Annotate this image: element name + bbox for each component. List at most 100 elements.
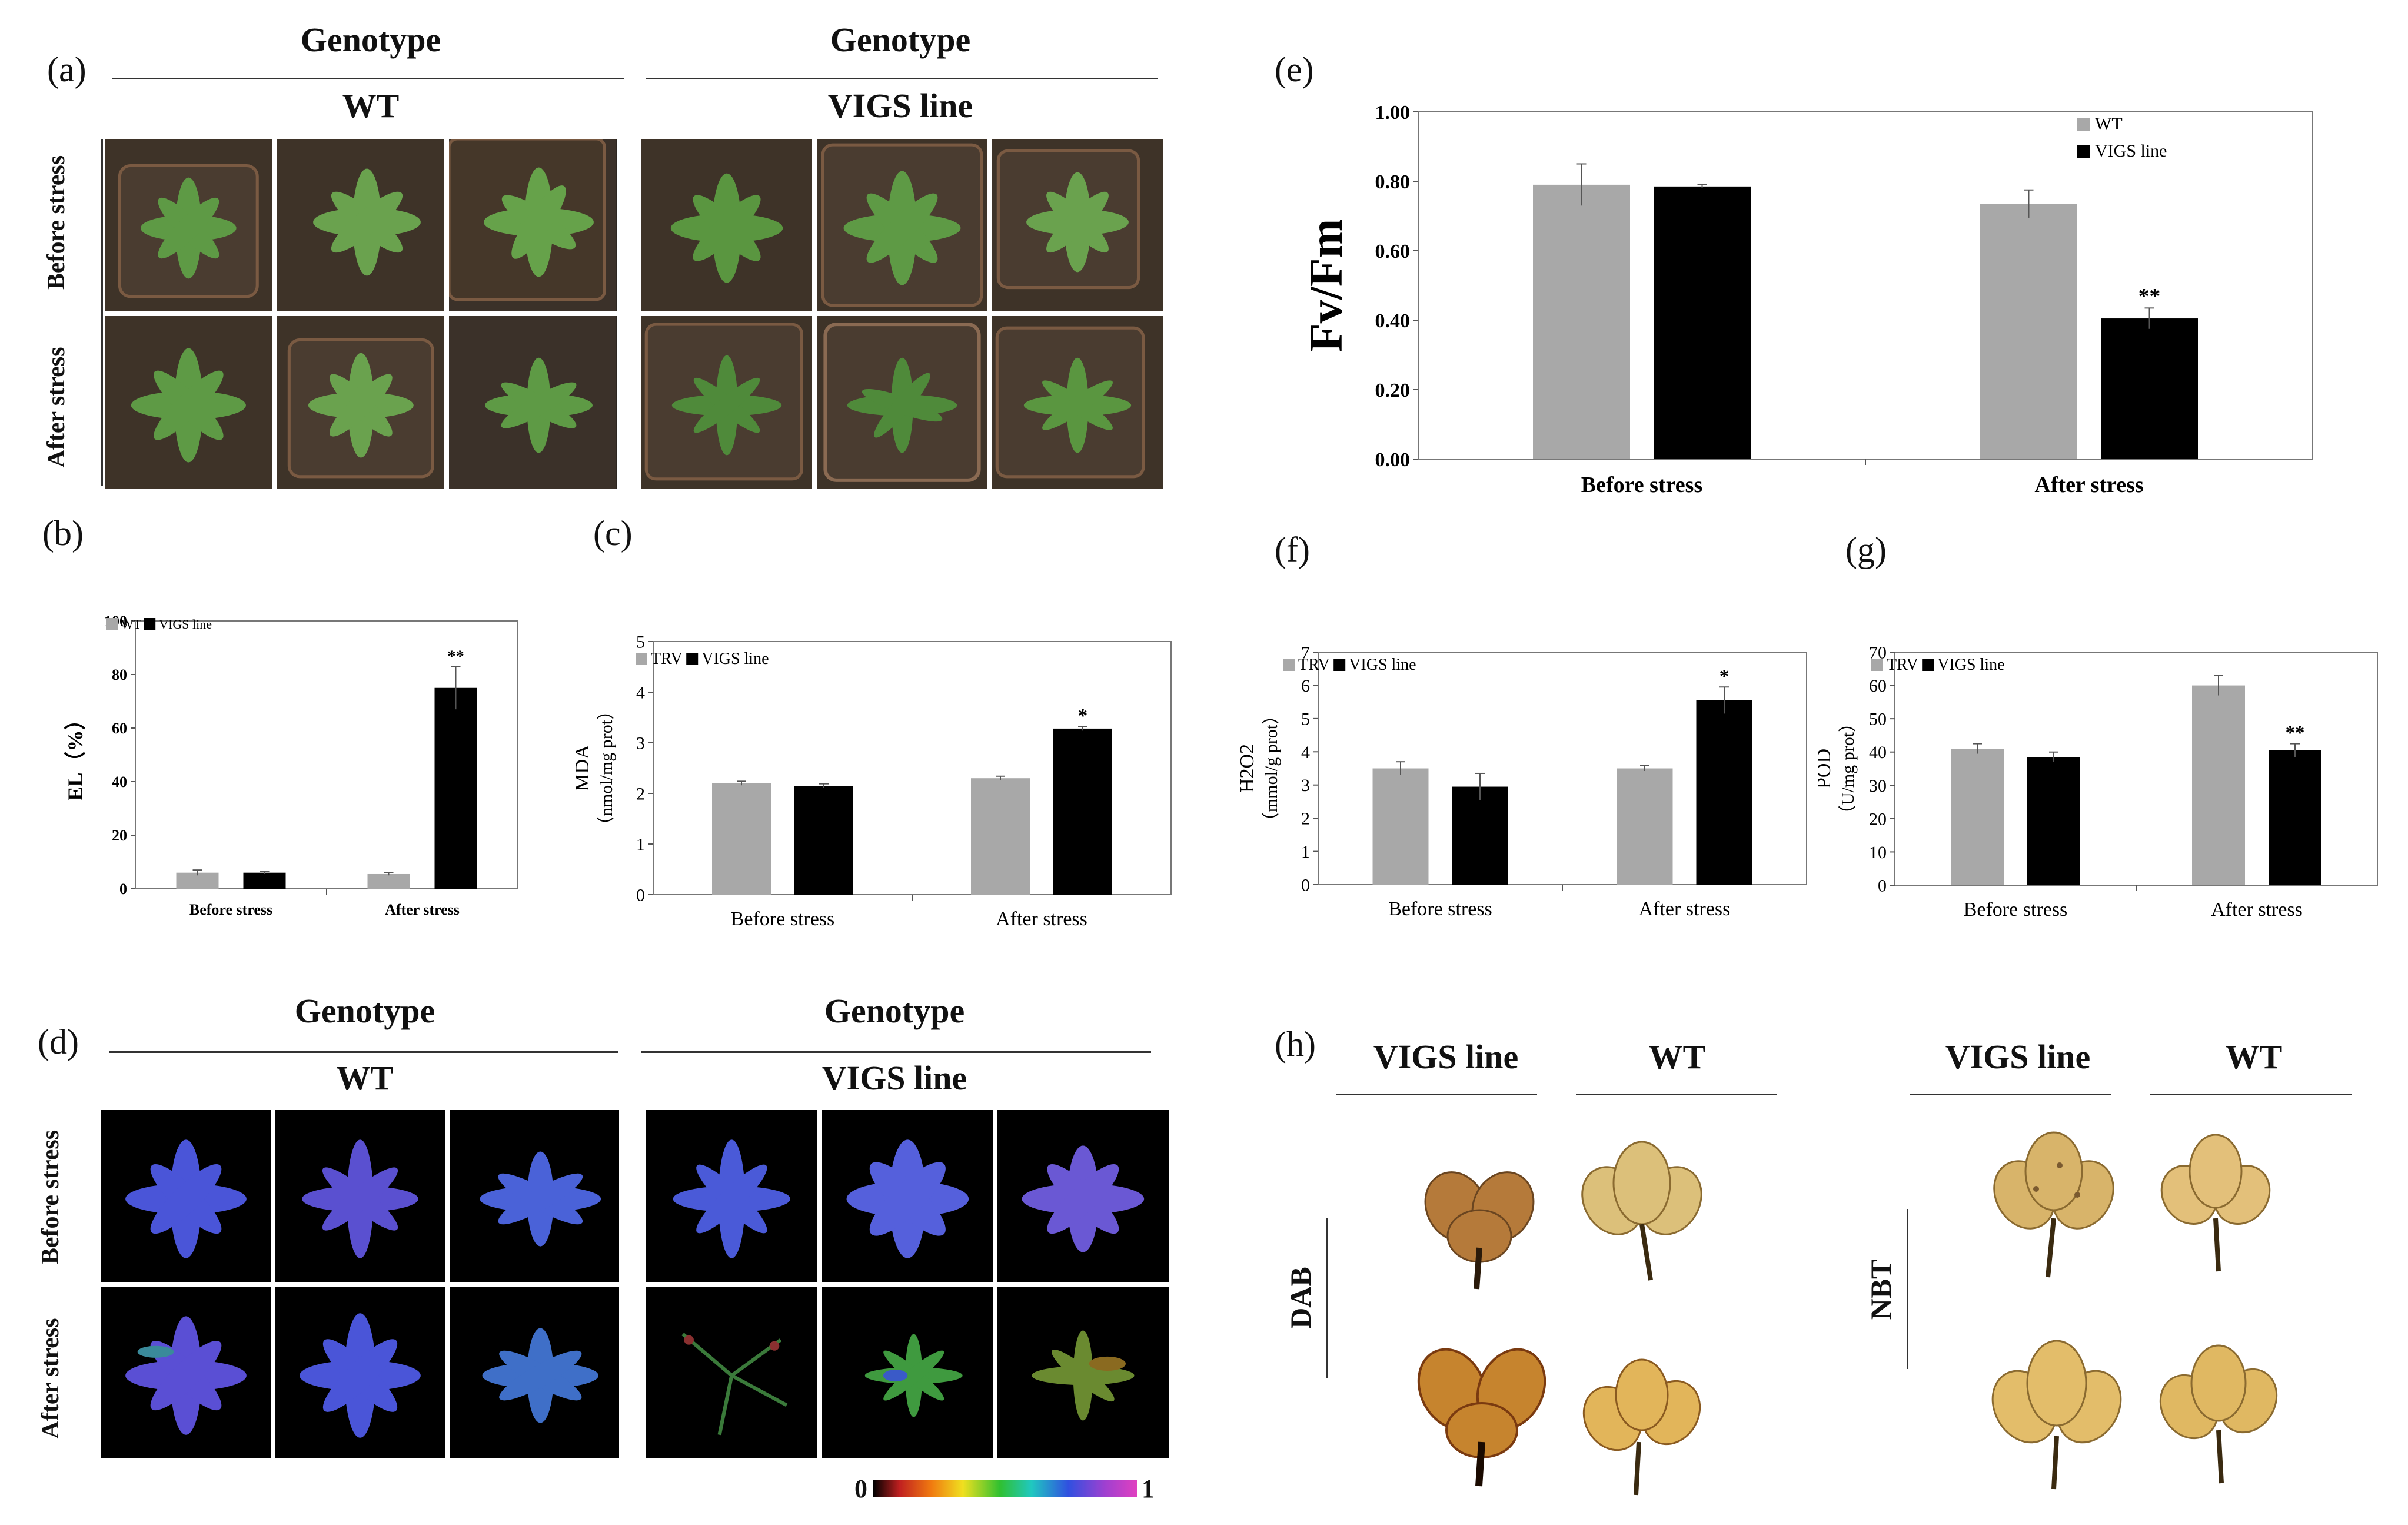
y-axis-title: H2O2 (1236, 744, 1258, 793)
color-scale: 0 1 (854, 1474, 1160, 1503)
genotype-title-a-vigs: Genotype (830, 21, 971, 59)
panel-label-d: (d) (38, 1022, 79, 1061)
divider-a-wt-top (112, 78, 624, 79)
plant-photo (817, 139, 987, 311)
bar (367, 873, 410, 889)
color-scale-max: 1 (1142, 1474, 1155, 1503)
y-tick-label: 3 (1301, 776, 1310, 795)
stained-leaf (1581, 1141, 1702, 1281)
plant-photo (817, 316, 987, 489)
y-tick-label: 0.80 (1375, 171, 1411, 193)
stained-leaf (2160, 1134, 2271, 1272)
h-row-bracket-nbt (1907, 1209, 1908, 1369)
legend-swatch (1871, 659, 1883, 671)
y-axis-title: POD (1818, 749, 1835, 789)
stained-leaf (1424, 1171, 1535, 1290)
bar (2269, 750, 2321, 885)
legend-label: WT (121, 617, 142, 632)
panel-label-a: (a) (47, 50, 87, 89)
divider-d-vigs-top (641, 1051, 1151, 1053)
h-col-title-wt-1: WT (1648, 1038, 1706, 1076)
stained-leaf (1993, 1131, 2114, 1278)
bar (794, 786, 853, 895)
x-category-label: Before stress (731, 908, 835, 930)
fluorescence-image (646, 1287, 817, 1458)
plant-photo (992, 316, 1163, 489)
legend-swatch (144, 618, 156, 630)
fluorescence-grid-wt (101, 1110, 619, 1458)
significance-mark: * (1719, 666, 1729, 687)
y-tick-label: 0 (1878, 876, 1887, 896)
plant-photo (992, 139, 1163, 311)
fluorescence-grid-vigs (646, 1110, 1169, 1458)
y-tick-label: 7 (1301, 643, 1310, 663)
x-category-label: Before stress (1388, 898, 1492, 920)
bar (243, 872, 286, 889)
stained-leaf (1991, 1340, 2122, 1490)
y-tick-label: 0.20 (1375, 380, 1411, 401)
bar (434, 687, 477, 889)
y-tick-label: 0 (119, 881, 127, 898)
y-tick-label: 20 (112, 827, 127, 844)
y-tick-label: 2 (1301, 809, 1310, 829)
x-category-label: Before stress (1964, 899, 2068, 921)
significance-mark: ** (2138, 284, 2160, 308)
bar (2027, 757, 2080, 885)
y-tick-label: 30 (1869, 776, 1887, 796)
fluorescence-image (101, 1110, 271, 1282)
fluorescence-image (997, 1110, 1169, 1282)
legend-swatch (1283, 659, 1295, 671)
plant-photo-grid-vigs (641, 139, 1163, 489)
stained-leaf (1417, 1348, 1546, 1487)
fluorescence-image (821, 1110, 993, 1282)
y-tick-label: 1 (1301, 842, 1310, 862)
stained-leaf (2159, 1344, 2278, 1484)
legend-swatch (636, 653, 647, 665)
chart-mda: 0 1 2 3 4 5 Before stress After stress * TRV VIGS … (571, 633, 1172, 930)
fluorescence-image (450, 1110, 619, 1282)
plant-photo (105, 316, 272, 489)
panel-label-e: (e) (1275, 50, 1314, 89)
bar (1372, 768, 1429, 885)
wt-title-d: WT (336, 1059, 394, 1097)
genotype-title-d-vigs: Genotype (824, 992, 965, 1030)
legend-swatch (686, 653, 699, 665)
legend-label: VIGS line (1349, 656, 1416, 674)
legend-label: VIGS line (159, 617, 212, 632)
row-label-a-before: Before stress (43, 155, 70, 290)
divider-a-vigs-top (646, 78, 1158, 79)
y-tick-label: 4 (1301, 743, 1310, 762)
y-tick-label: 5 (1301, 709, 1310, 729)
legend-swatch (2077, 145, 2090, 158)
plant-photo (449, 139, 617, 311)
y-tick-label: 0 (1301, 876, 1310, 895)
legend-swatch (2077, 118, 2090, 131)
h-col-title-wt-2: WT (2225, 1038, 2283, 1076)
chart-fvfm: 0.00 0.20 0.40 0.60 0.80 1.00 Before stress Aft… (1301, 102, 2313, 497)
bar (1696, 700, 1752, 885)
color-scale-min: 0 (854, 1474, 867, 1503)
significance-mark: * (1078, 705, 1088, 726)
y-tick-label: 0.00 (1375, 449, 1411, 471)
plant-photo (277, 139, 445, 311)
y-axis-unit: （nmol/mg prot） (597, 702, 616, 834)
chart-h2o2: 0 1 2 3 4 5 6 7 Before stress After stress * TRV VIG… (1236, 643, 1807, 920)
significance-mark: ** (447, 647, 464, 666)
row-label-d-before: Before stress (37, 1129, 64, 1265)
wt-title-a: WT (342, 87, 400, 125)
y-tick-label: 0.40 (1375, 310, 1411, 332)
y-tick-label: 6 (1301, 676, 1310, 696)
x-category-label: After stress (385, 901, 460, 918)
divider-d-wt-top (109, 1051, 618, 1053)
bar (1452, 786, 1508, 885)
x-category-label: After stress (996, 908, 1087, 930)
fluorescence-image (101, 1287, 271, 1458)
h-row-label-nbt: NBT (1864, 1259, 1897, 1320)
panel-label-c: (c) (593, 514, 633, 553)
x-category-label: After stress (1639, 898, 1731, 920)
legend-label: TRV (1298, 656, 1330, 674)
plant-photo (449, 316, 617, 489)
y-tick-label: 5 (636, 633, 645, 652)
h-col-title-vigs-1: VIGS line (1373, 1038, 1519, 1076)
